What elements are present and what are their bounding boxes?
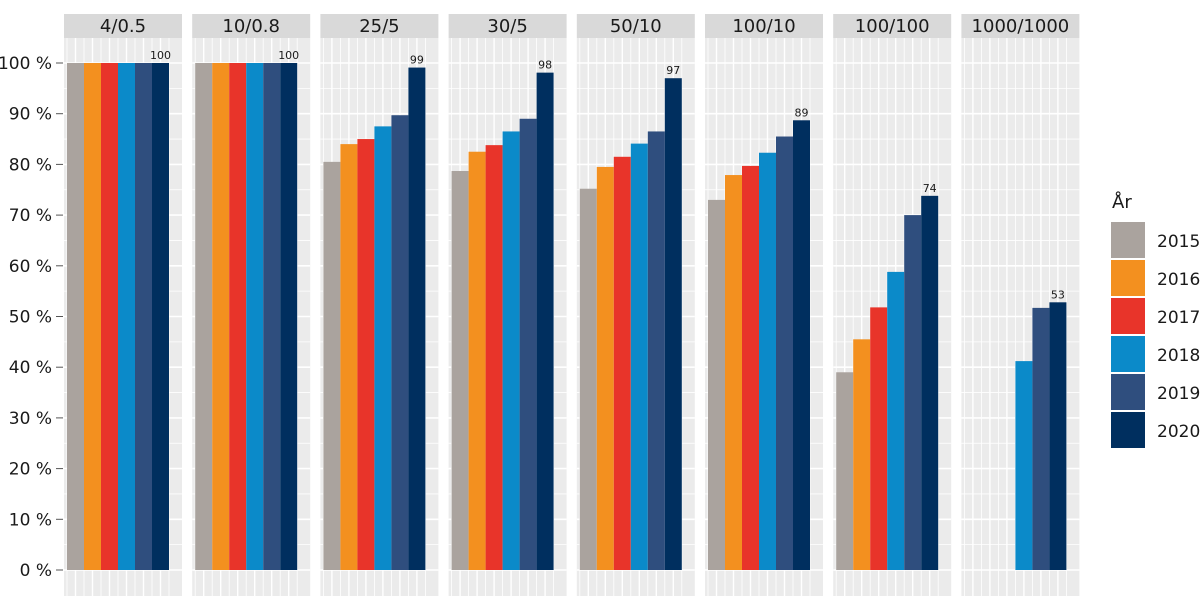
bar-2019 xyxy=(1032,307,1050,570)
facet-strip xyxy=(576,14,695,38)
legend-swatch xyxy=(1111,222,1145,258)
bar-2018 xyxy=(118,63,135,570)
bar-2018 xyxy=(502,131,520,570)
y-tick-label: 40 % xyxy=(9,358,52,378)
facet-label: 25/5 xyxy=(359,16,399,37)
legend-swatch xyxy=(1111,374,1145,410)
y-tick-label: 60 % xyxy=(9,257,52,277)
bar-2016 xyxy=(596,166,614,570)
bar-2018 xyxy=(887,271,905,570)
facet-strip xyxy=(448,14,567,38)
legend-swatch xyxy=(1111,298,1145,334)
bar-2018 xyxy=(630,143,648,570)
legend-swatch xyxy=(1111,336,1145,372)
bar-2016 xyxy=(212,63,230,570)
bar-2017 xyxy=(485,145,503,570)
data-label: 53 xyxy=(1051,288,1065,301)
legend-label: 2018 xyxy=(1157,346,1200,366)
bar-2019 xyxy=(519,118,537,571)
bar-2016 xyxy=(340,144,358,570)
y-tick-label: 90 % xyxy=(9,105,52,125)
bar-2020 xyxy=(921,195,939,571)
legend-label: 2019 xyxy=(1157,384,1200,404)
y-tick-label: 0 % xyxy=(20,561,52,581)
facet-label: 50/10 xyxy=(610,16,662,37)
legend-label: 2016 xyxy=(1157,270,1200,290)
legend-swatch xyxy=(1111,412,1145,448)
bar-2018 xyxy=(759,152,776,570)
bar-2019 xyxy=(776,136,793,570)
data-label: 100 xyxy=(150,49,171,62)
bar-2020 xyxy=(664,78,682,571)
bar-2018 xyxy=(1015,361,1033,570)
bar-2017 xyxy=(101,63,118,570)
data-label: 97 xyxy=(666,64,680,77)
bar-2020 xyxy=(408,67,426,571)
data-label: 98 xyxy=(538,59,552,72)
facet-strip xyxy=(320,14,439,38)
legend-label: 2015 xyxy=(1157,232,1200,252)
bar-2015 xyxy=(67,63,84,570)
y-tick-label: 30 % xyxy=(9,409,52,429)
facet-strip xyxy=(833,14,952,38)
bar-2015 xyxy=(579,188,597,570)
bar-2020 xyxy=(536,72,554,571)
bar-2019 xyxy=(135,63,152,570)
bar-2016 xyxy=(853,339,871,570)
facet-label: 30/5 xyxy=(487,16,527,37)
facet-label: 10/0.8 xyxy=(222,16,280,37)
facet-strip xyxy=(64,14,182,38)
bar-2018 xyxy=(246,63,264,570)
y-tick-label: 70 % xyxy=(9,206,52,226)
facet-label: 4/0.5 xyxy=(100,16,146,37)
bar-2019 xyxy=(647,131,665,570)
data-label: 99 xyxy=(410,54,424,67)
bar-2017 xyxy=(870,307,888,570)
y-tick-label: 50 % xyxy=(9,308,52,328)
y-tick-label: 20 % xyxy=(9,460,52,480)
y-tick-label: 100 % xyxy=(0,54,52,74)
bar-2020 xyxy=(1049,302,1067,570)
facet-label: 1000/1000 xyxy=(972,16,1070,37)
facet-strip xyxy=(961,14,1080,38)
bar-2019 xyxy=(263,63,281,570)
y-tick-label: 80 % xyxy=(9,155,52,175)
bar-2015 xyxy=(451,170,469,570)
bar-2015 xyxy=(195,63,213,570)
legend-label: 2020 xyxy=(1157,422,1200,442)
bar-2016 xyxy=(725,175,742,570)
legend-title: År xyxy=(1112,191,1132,213)
bar-2019 xyxy=(904,215,922,570)
bar-2015 xyxy=(708,199,725,570)
data-label: 100 xyxy=(278,49,299,62)
legend-label: 2017 xyxy=(1157,308,1200,328)
bar-2016 xyxy=(468,151,486,570)
bar-2017 xyxy=(357,139,375,571)
bar-2019 xyxy=(391,115,409,570)
bar-2017 xyxy=(613,156,631,571)
bar-2017 xyxy=(229,63,247,570)
data-label: 74 xyxy=(923,182,937,195)
bar-2020 xyxy=(793,120,810,570)
bar-2020 xyxy=(152,63,169,570)
bar-2016 xyxy=(84,63,101,570)
facet-label: 100/100 xyxy=(855,16,930,37)
facet-strip xyxy=(705,14,823,38)
bar-2015 xyxy=(836,372,854,570)
facet-strip xyxy=(192,14,311,38)
bar-2017 xyxy=(742,165,759,570)
bar-2015 xyxy=(323,161,341,571)
bar-2020 xyxy=(280,63,298,570)
legend-swatch xyxy=(1111,260,1145,296)
bar-2018 xyxy=(374,126,392,570)
facet-label: 100/10 xyxy=(732,16,795,37)
data-label: 89 xyxy=(795,106,809,119)
y-tick-label: 10 % xyxy=(9,510,52,530)
